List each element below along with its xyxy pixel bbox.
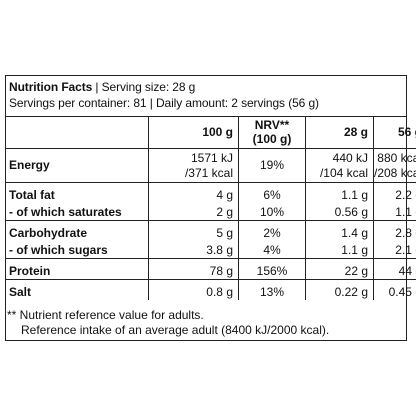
table-row-energy: Energy 1571 kJ/371 kcal 19% 440 kJ/104 k… bbox=[6, 148, 416, 183]
carb-100g: 5 g bbox=[148, 220, 239, 241]
fat-nrv: 6% bbox=[238, 182, 306, 203]
energy-28g: 440 kJ/104 kcal bbox=[305, 148, 374, 183]
energy-100g-kj: 1571 kJ bbox=[190, 150, 233, 165]
servings-line: Servings per container: 81 | Daily amoun… bbox=[9, 96, 319, 110]
sat-100g: 2 g bbox=[148, 203, 239, 221]
row-label: - of which saturates bbox=[9, 204, 122, 219]
sugars-56g: 2.1 g bbox=[373, 241, 416, 259]
row-label: Total fat bbox=[6, 182, 149, 203]
footnote-line-1: ** Nutrient reference value for adults. bbox=[7, 308, 204, 322]
salt-28g: 0.22 g bbox=[305, 279, 374, 300]
col-nrv-line1: NRV** bbox=[254, 118, 290, 132]
row-label: Energy bbox=[6, 148, 149, 183]
table-row-saturates: - of which saturates 2 g 10% 0.56 g 1.1 … bbox=[6, 203, 416, 221]
sat-nrv: 10% bbox=[238, 203, 306, 221]
salt-56g: 0.45 g bbox=[373, 279, 416, 300]
energy-28g-kj: 440 kJ bbox=[332, 150, 368, 165]
salt-nrv: 13% bbox=[238, 279, 306, 300]
table-row-fat: Total fat 4 g 6% 1.1 g 2.2 g bbox=[6, 182, 416, 203]
protein-56g: 44 g bbox=[373, 258, 416, 280]
row-label: Salt bbox=[6, 279, 149, 300]
nutrition-facts-panel: Nutrition Facts | Serving size: 28 g Ser… bbox=[5, 75, 416, 341]
carb-nrv: 2% bbox=[238, 220, 306, 241]
energy-100g: 1571 kJ/371 kcal bbox=[148, 148, 239, 183]
col-56g: 56 g bbox=[373, 116, 416, 149]
footnote-line-2: Reference intake of an average adult (84… bbox=[21, 323, 330, 337]
serving-size: | Serving size: 28 g bbox=[92, 80, 196, 94]
header-blank bbox=[6, 116, 149, 149]
sat-56g: 1.1 g bbox=[373, 203, 416, 221]
sat-28g: 0.56 g bbox=[305, 203, 374, 221]
sugars-28g: 1.1 g bbox=[305, 241, 374, 259]
nutrition-table: 100 g NRV**(100 g) 28 g 56 g Energy 1571… bbox=[6, 116, 416, 300]
protein-nrv: 156% bbox=[238, 258, 306, 280]
table-row-sugars: - of which sugars 3.8 g 4% 1.1 g 2.1 g bbox=[6, 241, 416, 259]
fat-56g: 2.2 g bbox=[373, 182, 416, 203]
carb-56g: 2.8 g bbox=[373, 220, 416, 241]
energy-nrv: 19% bbox=[238, 148, 306, 183]
table-row-salt: Salt 0.8 g 13% 0.22 g 0.45 g bbox=[6, 279, 416, 300]
panel-title: Nutrition Facts bbox=[9, 80, 93, 94]
fat-28g: 1.1 g bbox=[305, 182, 374, 203]
col-100g: 100 g bbox=[148, 116, 239, 149]
row-label: - of which sugars bbox=[9, 242, 108, 257]
energy-100g-kcal: /371 kcal bbox=[184, 165, 233, 180]
energy-56g-b: /208 kcal bbox=[374, 165, 416, 180]
energy-28g-kcal: /104 kcal bbox=[319, 165, 368, 180]
energy-56g-a: 880 kcal bbox=[377, 150, 416, 165]
table-row-protein: Protein 78 g 156% 22 g 44 g bbox=[6, 258, 416, 280]
protein-28g: 22 g bbox=[305, 258, 374, 280]
header-line-1: Nutrition Facts | Serving size: 28 g bbox=[9, 80, 195, 94]
fat-100g: 4 g bbox=[148, 182, 239, 203]
col-nrv-line2: (100 g) bbox=[252, 132, 292, 146]
sugars-100g: 3.8 g bbox=[148, 241, 239, 259]
table-row-carbohydrate: Carbohydrate 5 g 2% 1.4 g 2.8 g bbox=[6, 220, 416, 241]
energy-56g: 880 kcal/208 kcal bbox=[373, 148, 416, 183]
row-label: Carbohydrate bbox=[6, 220, 149, 241]
panel-header: Nutrition Facts | Serving size: 28 g Ser… bbox=[6, 76, 406, 117]
protein-100g: 78 g bbox=[148, 258, 239, 280]
salt-100g: 0.8 g bbox=[148, 279, 239, 300]
col-nrv: NRV** (100 g) bbox=[238, 116, 306, 149]
row-label: Protein bbox=[6, 258, 149, 280]
sugars-nrv: 4% bbox=[238, 241, 306, 259]
table-header-row: 100 g NRV**(100 g) 28 g 56 g bbox=[6, 116, 416, 149]
col-28g: 28 g bbox=[305, 116, 374, 149]
carb-28g: 1.4 g bbox=[305, 220, 374, 241]
